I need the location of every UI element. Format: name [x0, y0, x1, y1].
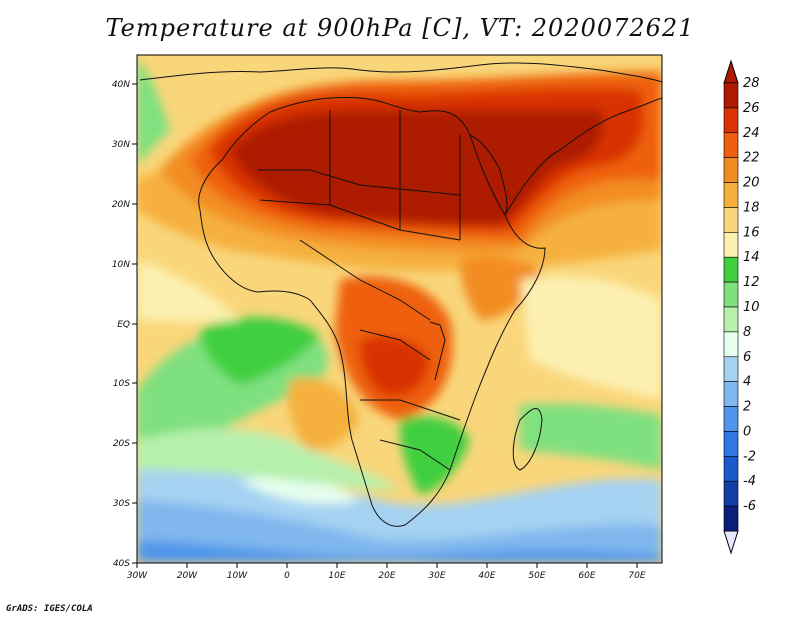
colorbar-label: 14 [743, 250, 760, 265]
lon-tick-label: 10W [227, 571, 248, 581]
chart-title: Temperature at 900hPa [C], VT: 202007262… [105, 14, 695, 42]
colorbar-upper-arrow [723, 59, 739, 84]
map-frame [136, 54, 663, 564]
colorbar-lower-arrow [723, 530, 739, 555]
colorbar-label: -4 [743, 474, 756, 489]
colorbar-segment [723, 356, 739, 382]
longitude-axis: 30W 20W 10W 0 10E 20E 30E 40E 50E 60E 70… [127, 563, 646, 581]
lon-tick-label: 70E [628, 571, 645, 581]
lat-tick-label: 40N [112, 80, 130, 90]
colorbar-segment [723, 107, 739, 134]
colorbar-label: 18 [743, 200, 760, 215]
lat-tick-label: 40S [113, 559, 130, 569]
lon-tick-label: 10E [328, 571, 345, 581]
colorbar-label: 0 [743, 424, 751, 439]
colorbar-segment [723, 331, 739, 358]
colorbar-segment [723, 505, 739, 532]
lat-tick-label: 30S [113, 499, 130, 509]
colorbar-label: 26 [743, 101, 760, 116]
credit-text: GrADS: IGES/COLA [6, 604, 93, 614]
lat-tick-label: 20S [113, 439, 130, 449]
colorbar-segment [723, 82, 739, 109]
lon-tick-label: 50E [528, 571, 545, 581]
colorbar-label: 6 [743, 350, 751, 365]
lon-tick-label: 30W [127, 571, 148, 581]
colorbar-segment [723, 157, 739, 183]
colorbar-segment [723, 480, 739, 507]
colorbar-segment [723, 431, 739, 457]
colorbar-segment [723, 456, 739, 482]
lon-tick-label: 60E [578, 571, 595, 581]
lon-tick-label: 40E [478, 571, 495, 581]
lat-tick-label: 10N [112, 260, 130, 270]
colorbar-label: 24 [743, 126, 760, 141]
lat-tick-label: 10S [113, 379, 130, 389]
lon-tick-label: 20W [177, 571, 198, 581]
colorbar-label: 28 [743, 76, 760, 91]
latitude-axis: 40N 30N 20N 10N EQ 10S 20S 30S 40S [112, 80, 137, 569]
lon-tick-label: 20E [378, 571, 395, 581]
colorbar-label: 4 [743, 375, 751, 390]
colorbar-segment [723, 306, 739, 333]
coastlines [139, 62, 662, 527]
colorbar-label: 2 [743, 400, 751, 415]
colorbar-label: -2 [743, 449, 756, 464]
colorbar-label: 20 [743, 176, 760, 191]
colorbar-segment [723, 232, 739, 258]
lat-tick-label: 30N [112, 140, 130, 150]
colorbar-segment [723, 256, 739, 283]
lon-tick-label: 0 [284, 571, 290, 581]
colorbar-label: -6 [743, 499, 756, 514]
colorbar-segment [723, 281, 739, 308]
colorbar-label: 10 [743, 300, 760, 315]
colorbar-segment [723, 381, 739, 407]
colorbar-segment [723, 132, 739, 158]
lat-tick-label: 20N [112, 200, 130, 210]
colorbar-label: 8 [743, 325, 751, 340]
colorbar-label: 22 [743, 151, 760, 166]
lat-tick-label: EQ [117, 320, 130, 330]
colorbar-segment [723, 182, 739, 208]
colorbar-label: 16 [743, 225, 760, 240]
colorbar-segment [723, 207, 739, 233]
lon-tick-label: 30E [428, 571, 445, 581]
colorbar-label: 12 [743, 275, 760, 290]
colorbar-segment [723, 406, 739, 432]
